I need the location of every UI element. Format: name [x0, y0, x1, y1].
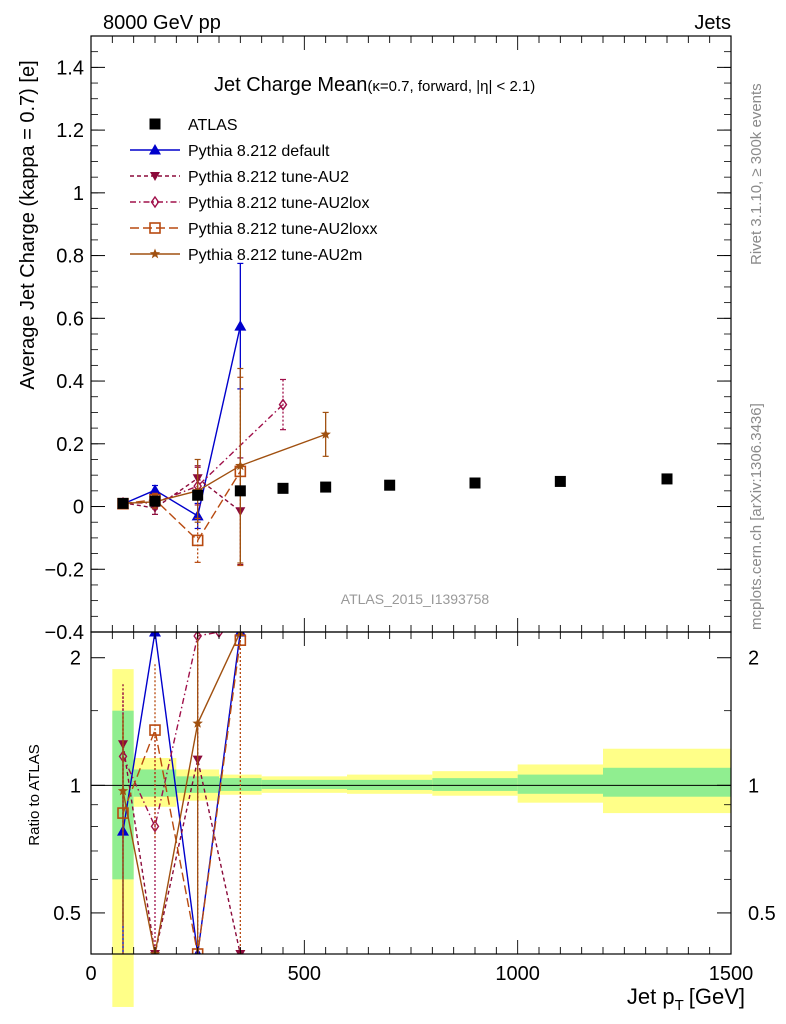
ratio-au2m-line [122, 632, 241, 954]
legend-item-au2lox: Pythia 8.212 tune-AU2lox [130, 195, 369, 212]
legend-marker-au2loxx [149, 222, 161, 234]
ratio-au2-line [122, 744, 241, 954]
x-tick-label-3: 1500 [709, 963, 754, 985]
chart-title-main: Jet Charge Mean [214, 74, 367, 96]
au2loxx-point-2 [191, 534, 204, 547]
ratio-band-inner-6 [432, 778, 518, 791]
ratio-plot-data [117, 632, 247, 954]
ratio-ytick-label-right-1: 1 [748, 775, 759, 797]
main-ytick-label-0: −0.4 [45, 622, 84, 644]
ratio-ytick-label-left-1: 1 [70, 775, 81, 797]
ratio-bands [91, 669, 731, 1007]
legend-item-au2m: Pythia 8.212 tune-AU2m [130, 247, 362, 264]
atlas-point-2 [192, 489, 204, 501]
au2-line [122, 477, 241, 512]
main-plot-data [117, 262, 673, 567]
series-au2loxx [117, 376, 247, 567]
main-ylabel: Average Jet Charge (kappa = 0.7) [e] [17, 60, 39, 389]
main-ytick-label-2: 0 [73, 497, 84, 519]
atlas-point-3 [234, 485, 246, 497]
legend-marker-au2 [150, 172, 160, 181]
main-ytick-label-7: 1 [73, 183, 84, 205]
series-atlas [117, 473, 673, 509]
default-line [122, 326, 241, 518]
x-tick-label-0: 0 [85, 963, 96, 985]
atlas-point-1 [149, 495, 161, 507]
main-ytick-label-8: 1.2 [56, 120, 84, 142]
legend-marker-default [149, 144, 161, 155]
x-tick-label-1: 500 [288, 963, 321, 985]
main-ytick-label-5: 0.6 [56, 308, 84, 330]
analysis-id: ATLAS_2015_I1393758 [341, 591, 490, 607]
au2lox-point-3 [278, 398, 288, 411]
au2loxx-line [122, 471, 241, 542]
legend-label-au2: Pythia 8.212 tune-AU2 [188, 169, 349, 186]
atlas-point-8 [554, 475, 566, 487]
atlas-point-6 [384, 479, 396, 491]
ratio-ytick-label-left-0: 0.5 [53, 903, 81, 925]
data-layer [117, 262, 673, 954]
legend-marker-au2m [149, 248, 161, 259]
legend-label-au2m: Pythia 8.212 tune-AU2m [188, 247, 362, 264]
ratio-ylabel: Ratio to ATLAS [26, 744, 43, 845]
main-ytick-label-9: 1.4 [56, 57, 84, 79]
legend-item-atlas: ATLAS [149, 117, 238, 134]
atlas-point-4 [277, 482, 289, 494]
ratio-au2m-point-0 [117, 785, 129, 796]
x-axis-label-sub: T [675, 997, 684, 1014]
ratio-au2loxx-point-1 [149, 724, 161, 736]
ratio-band-inner-8 [603, 767, 731, 797]
legend-marker-au2lox [150, 195, 160, 209]
legend: ATLAS Pythia 8.212 default Pythia 8.212 tu… [130, 117, 377, 264]
au2m-point-3 [235, 460, 246, 471]
header-left: 8000 GeV pp [103, 12, 221, 34]
legend-label-au2lox: Pythia 8.212 tune-AU2lox [188, 195, 369, 212]
legend-item-au2loxx: Pythia 8.212 tune-AU2loxx [130, 221, 377, 238]
legend-item-default: Pythia 8.212 default [130, 143, 330, 160]
ratio-default-line [122, 632, 241, 954]
atlas-point-0 [117, 497, 129, 509]
legend-label-atlas: ATLAS [188, 117, 238, 134]
main-ytick-label-1: −0.2 [45, 559, 84, 581]
legend-marker-atlas [149, 118, 161, 130]
main-ytick-label-3: 0.2 [56, 434, 84, 456]
x-axis-label-unit: [GeV] [689, 984, 745, 1009]
chart-title-sub: (κ=0.7, forward, |η| < 2.1) [367, 78, 535, 95]
x-axis-label: Jet pT [GeV] [627, 984, 745, 1014]
ratio-band-inner-4 [261, 779, 347, 790]
main-ytick-label-4: 0.4 [56, 371, 84, 393]
ratio-series-au2m [117, 632, 244, 954]
main-frame [90, 35, 732, 633]
chart-title: Jet Charge Mean(κ=0.7, forward, |η| < 2.… [214, 74, 535, 96]
ratio-au2lox-point-1 [150, 820, 160, 833]
ratio-band-inner-7 [517, 774, 603, 794]
axes-layer: −0.4 −0.2 0 0.2 0.4 0.6 0.8 1 1.2 1.4 0 500 1000 1500… [45, 35, 776, 985]
au2m-point-4 [320, 428, 331, 439]
x-tick-label-2: 1000 [495, 963, 540, 985]
legend-label-default: Pythia 8.212 default [188, 143, 330, 160]
atlas-point-5 [320, 481, 332, 493]
rivet-label: Rivet 3.1.10, ≥ 300k events [748, 83, 765, 265]
ratio-ytick-label-right-2: 2 [748, 648, 759, 670]
mcplots-label: mcplots.cern.ch [arXiv:1306.3436] [748, 403, 765, 630]
ratio-au2m-point-2 [192, 717, 203, 728]
header-right: Jets [694, 12, 731, 34]
legend-item-au2: Pythia 8.212 tune-AU2 [130, 169, 349, 186]
default-point-3 [234, 320, 247, 331]
x-axis-label-main: Jet p [627, 984, 675, 1009]
default-point-1 [149, 484, 161, 495]
ratio-ytick-label-left-2: 2 [70, 648, 81, 670]
ratio-ytick-label-right-0: 0.5 [748, 903, 776, 925]
atlas-point-9 [661, 473, 673, 485]
legend-label-au2loxx: Pythia 8.212 tune-AU2loxx [188, 221, 377, 238]
main-ytick-label-6: 0.8 [56, 246, 84, 268]
atlas-point-7 [469, 477, 481, 489]
